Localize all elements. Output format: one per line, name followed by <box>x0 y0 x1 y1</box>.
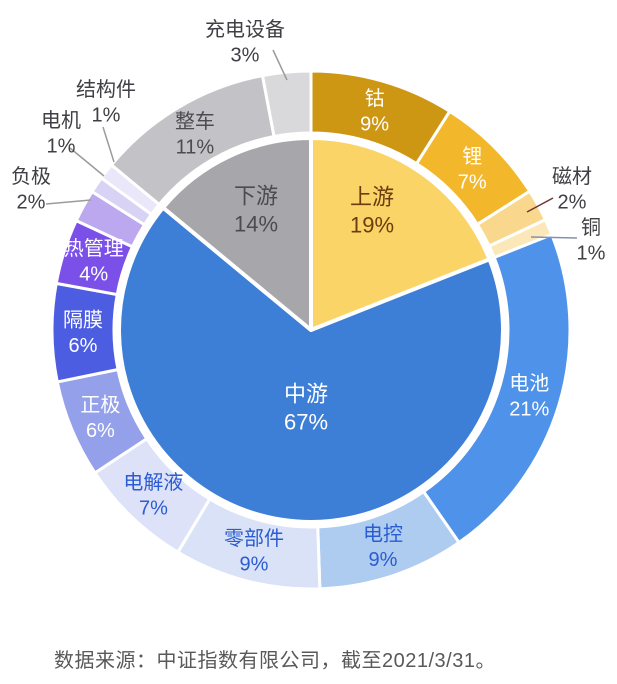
slice-label-separator: 隔膜 6% <box>63 308 103 357</box>
slice-separator <box>50 281 120 384</box>
slice-label-magnet-material: 磁材 2% <box>552 165 592 214</box>
slice-label-separator-name: 隔膜 <box>63 308 103 331</box>
slice-label-motor: 电机 1% <box>41 109 81 158</box>
slice-label-motor-name: 电机 <box>41 109 81 132</box>
leader-line-motor <box>69 147 105 177</box>
slice-label-electric-control: 电控 9% <box>363 522 403 571</box>
slice-label-components-name: 零部件 <box>224 527 284 550</box>
slice-label-downstream-pct: 14% <box>234 212 278 237</box>
slice-label-cobalt-pct: 9% <box>360 114 389 136</box>
slice-label-thermal-management-pct: 4% <box>79 263 108 285</box>
slice-label-thermal-management: 热管理 4% <box>64 237 124 286</box>
slice-label-upstream-pct: 19% <box>350 213 394 238</box>
slice-label-copper: 铜 1% <box>577 216 606 265</box>
slice-label-midstream: 中游 67% <box>284 381 328 434</box>
slice-label-battery-name: 电池 <box>509 372 549 395</box>
slice-label-cathode-name: 正极 <box>80 393 120 416</box>
slice-label-motor-pct: 1% <box>47 136 76 158</box>
slice-label-charging-equipment-pct: 3% <box>231 45 260 67</box>
slice-label-electric-control-name: 电控 <box>363 522 403 545</box>
slice-label-anode-name: 负极 <box>11 165 51 188</box>
slice-label-midstream-name: 中游 <box>284 381 328 406</box>
leader-line-copper <box>530 236 578 239</box>
slice-downstream <box>161 136 313 332</box>
slice-label-electrolyte: 电解液 7% <box>123 471 183 520</box>
slice-label-vehicle-pct: 11% <box>176 136 215 158</box>
slices-layer <box>50 69 572 591</box>
slice-label-anode-pct: 2% <box>17 192 46 214</box>
slice-label-upstream-name: 上游 <box>350 184 394 209</box>
slice-label-separator-pct: 6% <box>69 335 98 357</box>
slice-label-upstream: 上游 19% <box>350 184 394 237</box>
leader-line-magnet-material <box>526 197 554 213</box>
slice-label-magnet-material-pct: 2% <box>558 192 587 214</box>
slice-label-electric-control-pct: 9% <box>369 549 398 571</box>
slice-label-cobalt-name: 钴 <box>365 87 385 110</box>
slice-label-vehicle: 整车 11% <box>175 110 215 159</box>
slice-label-battery-pct: 21% <box>509 398 549 420</box>
slice-label-cathode: 正极 6% <box>80 393 120 442</box>
slice-midstream <box>117 205 505 524</box>
slice-label-lithium: 锂 7% <box>458 145 487 194</box>
slice-label-components: 零部件 9% <box>224 527 284 576</box>
slice-label-downstream: 下游 14% <box>234 183 278 236</box>
data-source-note: 数据来源：中证指数有限公司，截至2021/3/31。 <box>54 650 496 672</box>
slice-label-lithium-pct: 7% <box>458 171 487 193</box>
labels-layer <box>45 49 578 239</box>
slice-label-copper-name: 铜 <box>581 216 601 239</box>
slice-label-vehicle-name: 整车 <box>175 110 215 133</box>
slice-upstream <box>309 136 492 332</box>
slice-label-cobalt: 钴 9% <box>360 87 389 136</box>
slice-label-structural-parts-pct: 1% <box>92 105 121 127</box>
slice-label-downstream-name: 下游 <box>234 183 278 208</box>
slice-label-battery: 电池 21% <box>509 372 549 421</box>
slice-label-midstream-pct: 67% <box>284 410 328 435</box>
slice-label-magnet-material-name: 磁材 <box>552 165 592 188</box>
leader-line-charging-equipment <box>272 49 288 81</box>
slice-label-structural-parts: 结构件 1% <box>76 78 136 127</box>
slice-label-charging-equipment-name: 充电设备 <box>205 18 285 41</box>
slice-label-thermal-management-name: 热管理 <box>64 237 124 260</box>
leader-line-anode <box>45 199 92 205</box>
leader-line-structural-parts <box>102 126 115 163</box>
slice-label-components-pct: 9% <box>240 553 269 575</box>
slice-label-charging-equipment: 充电设备 3% <box>205 18 285 67</box>
slice-label-cathode-pct: 6% <box>86 420 115 442</box>
slice-label-anode: 负极 2% <box>11 165 51 214</box>
slice-label-structural-parts-name: 结构件 <box>76 78 136 101</box>
slice-label-electrolyte-name: 电解液 <box>123 471 183 494</box>
slice-charging-equipment <box>260 69 313 138</box>
slice-label-copper-pct: 1% <box>577 243 606 265</box>
slice-label-electrolyte-pct: 7% <box>139 497 168 519</box>
slice-label-lithium-name: 锂 <box>462 145 482 168</box>
